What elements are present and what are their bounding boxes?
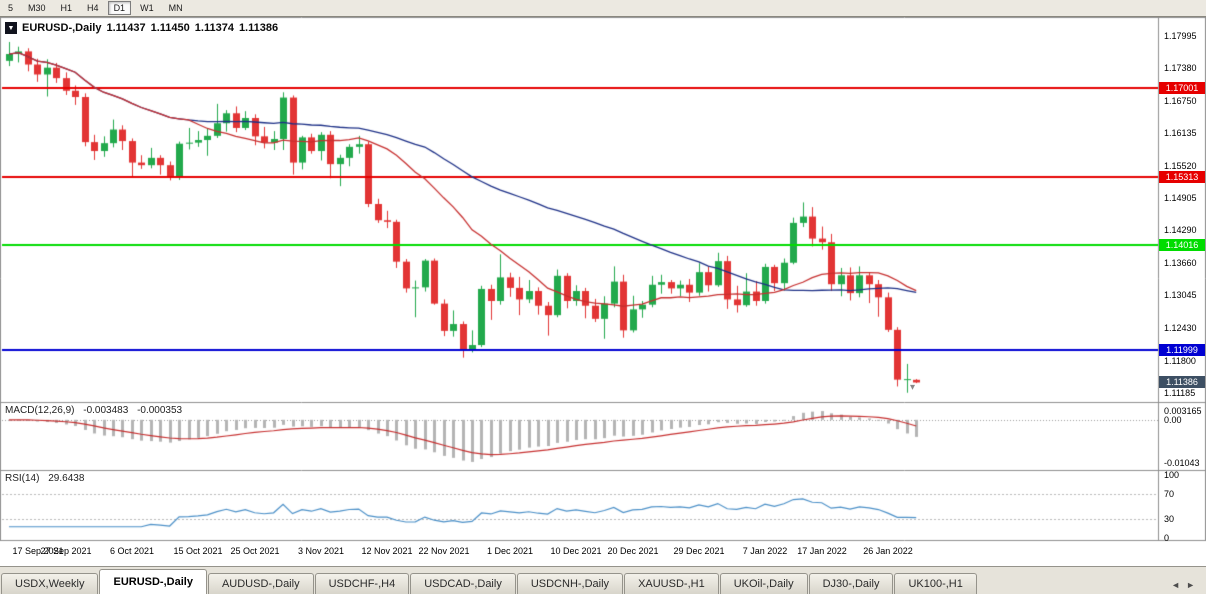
timeframe-button-mn[interactable]: MN bbox=[168, 3, 183, 13]
chart-title-high: 1.11450 bbox=[150, 22, 190, 34]
chart-tab-uk100-h1[interactable]: UK100-,H1 bbox=[894, 573, 977, 594]
chart-tabs: USDX,Weekly EURUSD-,Daily AUDUSD-,Daily USD… bbox=[1, 569, 1171, 594]
rsi-value: 29.6438 bbox=[48, 473, 85, 484]
rsi-name: RSI(14) bbox=[5, 473, 40, 484]
rsi-label: RSI(14) 29.6438 bbox=[5, 473, 84, 484]
chart-title-open: 1.11437 bbox=[106, 22, 146, 34]
chart-tab-usdcnh-daily[interactable]: USDCNH-,Daily bbox=[516, 573, 624, 594]
timeframe-button-5[interactable]: 5 bbox=[8, 3, 14, 13]
price-down-arrow-icon: ▾ bbox=[910, 382, 916, 393]
timeframe-button-w1[interactable]: W1 bbox=[140, 3, 154, 13]
chart-tab-dj30-daily[interactable]: DJ30-,Daily bbox=[808, 573, 894, 594]
chart-tab-xauusd-h1[interactable]: XAUUSD-,H1 bbox=[624, 573, 719, 594]
timeframe-button-m30[interactable]: M30 bbox=[28, 3, 46, 13]
symbol-marker-icon: ▼ bbox=[5, 22, 17, 34]
tab-scroll-right-button[interactable]: ► bbox=[1186, 580, 1195, 590]
timeframe-button-h1[interactable]: H1 bbox=[60, 3, 73, 13]
chart-canvas[interactable] bbox=[0, 17, 1206, 565]
macd-value-signal: -0.000353 bbox=[137, 405, 183, 416]
timeframe-button-h4[interactable]: H4 bbox=[87, 3, 99, 13]
chart-tabbar: USDX,Weekly EURUSD-,Daily AUDUSD-,Daily USD… bbox=[0, 566, 1206, 594]
chart-tab-usdcad-daily[interactable]: USDCAD-,Daily bbox=[410, 573, 516, 594]
chart-title-low: 1.11374 bbox=[194, 22, 234, 34]
macd-value-main: -0.003483 bbox=[83, 405, 129, 416]
chart-tab-audusd-daily[interactable]: AUDUSD-,Daily bbox=[207, 573, 314, 594]
chart-tab-eurusd-daily[interactable]: EURUSD-,Daily bbox=[99, 569, 207, 594]
chart-title: ▼ EURUSD-,Daily 1.11437 1.11450 1.11374 … bbox=[5, 22, 278, 34]
tab-scroll-controls: ◄ ► bbox=[1171, 580, 1205, 594]
macd-name: MACD(12,26,9) bbox=[5, 405, 75, 416]
tab-scroll-left-button[interactable]: ◄ bbox=[1171, 580, 1181, 590]
timeframe-button-d1[interactable]: D1 bbox=[107, 1, 132, 15]
chart-title-close: 1.11386 bbox=[238, 22, 279, 34]
chart-tab-usdx-weekly[interactable]: USDX,Weekly bbox=[1, 573, 99, 594]
chart-tab-usdchf-h4[interactable]: USDCHF-,H4 bbox=[314, 573, 410, 594]
macd-label: MACD(12,26,9) -0.003483 -0.000353 bbox=[5, 405, 182, 416]
chart-tab-ukoil-daily[interactable]: UKOil-,Daily bbox=[719, 573, 808, 594]
timeframe-toolbar: 5 M30 H1 H4 D1 W1 MN bbox=[0, 0, 1206, 17]
chart-title-symbol: EURUSD-,Daily bbox=[22, 22, 102, 34]
